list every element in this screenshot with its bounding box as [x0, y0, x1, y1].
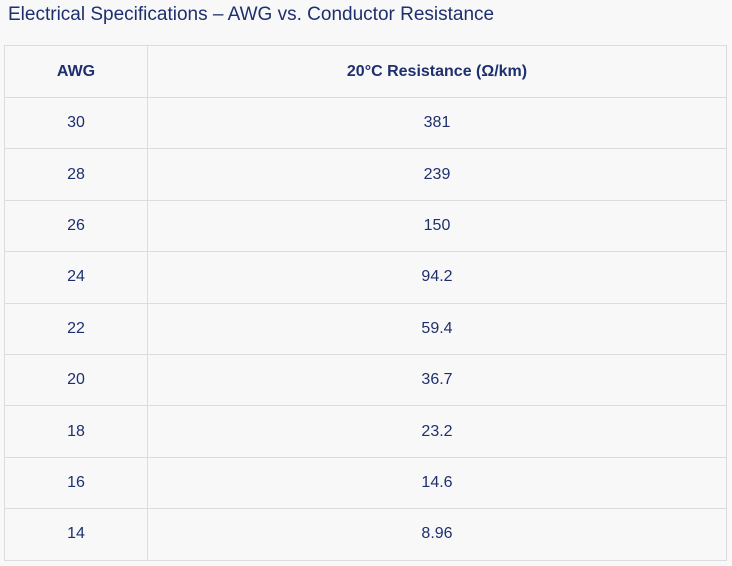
resistance-cell: 14.6: [147, 456, 727, 510]
table-row: 22 59.4: [4, 302, 727, 355]
awg-cell: 14: [4, 508, 148, 561]
table-row: 30 381: [4, 96, 727, 150]
table-row: 16 14.6: [4, 456, 727, 510]
table-row: 24 94.2: [4, 251, 727, 304]
resistance-cell: 94.2: [147, 251, 727, 304]
column-header-awg: AWG: [4, 45, 148, 98]
resistance-cell: 150: [147, 199, 727, 253]
awg-cell: 20: [4, 353, 148, 407]
page-title: Electrical Specifications – AWG vs. Cond…: [8, 4, 495, 25]
resistance-cell: 381: [147, 96, 727, 150]
table-row: 28 239: [4, 148, 727, 201]
resistance-cell: 59.4: [147, 302, 727, 355]
table-row: 18 23.2: [4, 405, 727, 458]
resistance-cell: 36.7: [147, 353, 727, 407]
awg-cell: 26: [4, 199, 148, 253]
table-row: 20 36.7: [4, 353, 727, 407]
awg-cell: 16: [4, 456, 148, 510]
resistance-cell: 8.96: [147, 508, 727, 561]
awg-cell: 22: [4, 302, 148, 355]
awg-cell: 30: [4, 96, 148, 150]
column-header-resistance: 20°C Resistance (Ω/km): [147, 45, 727, 98]
table-row: 26 150: [4, 199, 727, 253]
awg-cell: 24: [4, 251, 148, 304]
awg-cell: 28: [4, 148, 148, 201]
resistance-cell: 23.2: [147, 405, 727, 458]
resistance-cell: 239: [147, 148, 727, 201]
resistance-table: AWG 20°C Resistance (Ω/km) 30 381 28 239 26 1…: [4, 45, 727, 561]
awg-cell: 18: [4, 405, 148, 458]
table-header-row: AWG 20°C Resistance (Ω/km): [4, 45, 727, 98]
table-row: 14 8.96: [4, 508, 727, 561]
